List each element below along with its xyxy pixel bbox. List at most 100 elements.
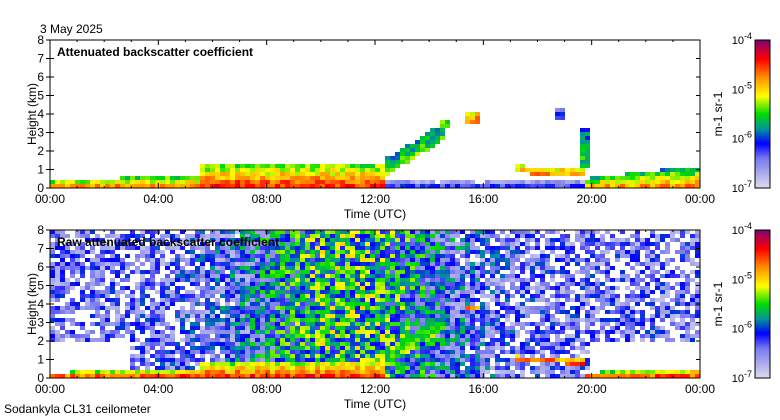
heatmap-cell	[585, 262, 590, 266]
heatmap-cell	[485, 302, 490, 306]
heatmap-cell	[160, 298, 165, 302]
heatmap-cell	[540, 180, 545, 184]
heatmap-cell	[350, 330, 355, 334]
heatmap-cell	[185, 342, 190, 346]
heatmap-cell	[415, 302, 420, 306]
heatmap-cell	[220, 184, 225, 188]
heatmap-cell	[355, 342, 360, 346]
heatmap-cell	[315, 322, 320, 326]
heatmap-cell	[385, 262, 390, 266]
heatmap-cell	[270, 370, 275, 374]
heatmap-cell	[435, 238, 440, 242]
heatmap-cell	[240, 334, 245, 338]
heatmap-cell	[235, 310, 240, 314]
heatmap-cell	[250, 310, 255, 314]
heatmap-cell	[145, 358, 150, 362]
heatmap-cell	[460, 290, 465, 294]
heatmap-cell	[290, 342, 295, 346]
heatmap-cell	[90, 262, 95, 266]
heatmap-cell	[545, 370, 550, 374]
heatmap-cell	[65, 250, 70, 254]
colorbar-swatch	[755, 132, 770, 134]
heatmap-cell	[175, 358, 180, 362]
heatmap-cell	[230, 350, 235, 354]
heatmap-cell	[365, 310, 370, 314]
heatmap-cell	[430, 338, 435, 342]
heatmap-cell	[675, 302, 680, 306]
heatmap-cell	[400, 156, 405, 160]
heatmap-cell	[225, 290, 230, 294]
heatmap-cell	[470, 358, 475, 362]
heatmap-cell	[85, 238, 90, 242]
heatmap-cell	[535, 366, 540, 370]
heatmap-cell	[560, 258, 565, 262]
heatmap-cell	[650, 262, 655, 266]
heatmap-cell	[150, 176, 155, 180]
heatmap-cell	[545, 286, 550, 290]
heatmap-cell	[280, 290, 285, 294]
heatmap-cell	[565, 370, 570, 374]
heatmap-cell	[325, 302, 330, 306]
heatmap-cell	[205, 318, 210, 322]
heatmap-cell	[220, 270, 225, 274]
heatmap-cell	[340, 298, 345, 302]
heatmap-cell	[260, 362, 265, 366]
heatmap-cell	[665, 310, 670, 314]
heatmap-cell	[445, 242, 450, 246]
heatmap-cell	[355, 270, 360, 274]
heatmap-cell	[550, 278, 555, 282]
heatmap-cell	[285, 270, 290, 274]
heatmap-cell	[425, 326, 430, 330]
heatmap-cell	[635, 254, 640, 258]
heatmap-cell	[375, 172, 380, 176]
heatmap-cell	[575, 258, 580, 262]
heatmap-cell	[470, 334, 475, 338]
colorbar-swatch	[755, 116, 770, 118]
heatmap-cell	[280, 258, 285, 262]
heatmap-cell	[400, 346, 405, 350]
heatmap-cell	[430, 184, 435, 188]
heatmap-cell	[230, 180, 235, 184]
heatmap-cell	[630, 294, 635, 298]
heatmap-cell	[590, 314, 595, 318]
heatmap-cell	[245, 176, 250, 180]
heatmap-cell	[425, 362, 430, 366]
heatmap-cell	[215, 242, 220, 246]
heatmap-cell	[490, 350, 495, 354]
heatmap-cell	[670, 370, 675, 374]
heatmap-cell	[395, 310, 400, 314]
heatmap-cell	[195, 326, 200, 330]
heatmap-cell	[150, 184, 155, 188]
heatmap-cell	[210, 274, 215, 278]
heatmap-cell	[200, 266, 205, 270]
heatmap-cell	[365, 282, 370, 286]
heatmap-cell	[265, 266, 270, 270]
heatmap-cell	[330, 314, 335, 318]
heatmap-cell	[295, 346, 300, 350]
heatmap-cell	[315, 326, 320, 330]
colorbar-swatch	[755, 96, 770, 98]
heatmap-cell	[75, 266, 80, 270]
heatmap-cell	[645, 180, 650, 184]
heatmap-cell	[670, 172, 675, 176]
heatmap-cell	[250, 322, 255, 326]
heatmap-cell	[405, 306, 410, 310]
heatmap-cell	[265, 258, 270, 262]
heatmap-cell	[200, 270, 205, 274]
heatmap-cell	[220, 258, 225, 262]
heatmap-cell	[475, 112, 480, 116]
heatmap-cell	[375, 250, 380, 254]
heatmap-cell	[240, 350, 245, 354]
heatmap-cell	[370, 306, 375, 310]
heatmap-cell	[235, 318, 240, 322]
heatmap-cell	[580, 160, 585, 164]
heatmap-cell	[385, 334, 390, 338]
heatmap-cell	[145, 238, 150, 242]
heatmap-cell	[415, 282, 420, 286]
heatmap-cell	[260, 346, 265, 350]
x-tick-label: 04:00	[143, 382, 173, 396]
heatmap-cell	[580, 242, 585, 246]
heatmap-cell	[280, 286, 285, 290]
heatmap-cell	[260, 286, 265, 290]
heatmap-cell	[410, 258, 415, 262]
